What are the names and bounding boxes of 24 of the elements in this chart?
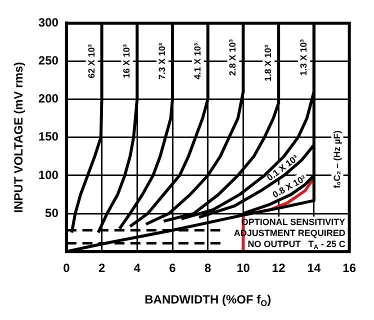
x-tick-label: 14 (307, 261, 321, 276)
x-tick-label: 2 (98, 261, 106, 276)
text: 16 X 10³ (122, 44, 132, 78)
x-tick-label: 10 (236, 261, 250, 276)
x-tick-label: 0 (63, 261, 70, 276)
y-tick-label: 50 (45, 206, 59, 220)
x-tick-label: 12 (272, 261, 286, 276)
text: 2.8 X 10³ (228, 39, 238, 76)
text: 4.1 X 10³ (192, 43, 202, 80)
y-tick-label: 150 (38, 130, 59, 144)
y-tick-label: 100 (38, 168, 59, 182)
text: 7.3 X 10³ (156, 43, 167, 80)
y-axis-title: INPUT VOLTAGE (mV rms) (12, 62, 26, 213)
x-tick-label: 8 (204, 261, 212, 276)
x-tick-label: 6 (169, 261, 176, 276)
annotation: f₀C₂ – (Hz µF) (332, 130, 342, 188)
text: 1.8 X 10³ (263, 44, 274, 82)
y-tick-label: 300 (38, 16, 59, 30)
text: 1.3 X 10³ (298, 39, 308, 76)
x-tick-label: 16 (342, 261, 356, 276)
y-tick-label: 250 (38, 54, 59, 68)
text: 62 X 10³ (86, 44, 96, 78)
x-tick-label: 4 (134, 261, 141, 276)
y-tick-label: 200 (38, 92, 59, 106)
